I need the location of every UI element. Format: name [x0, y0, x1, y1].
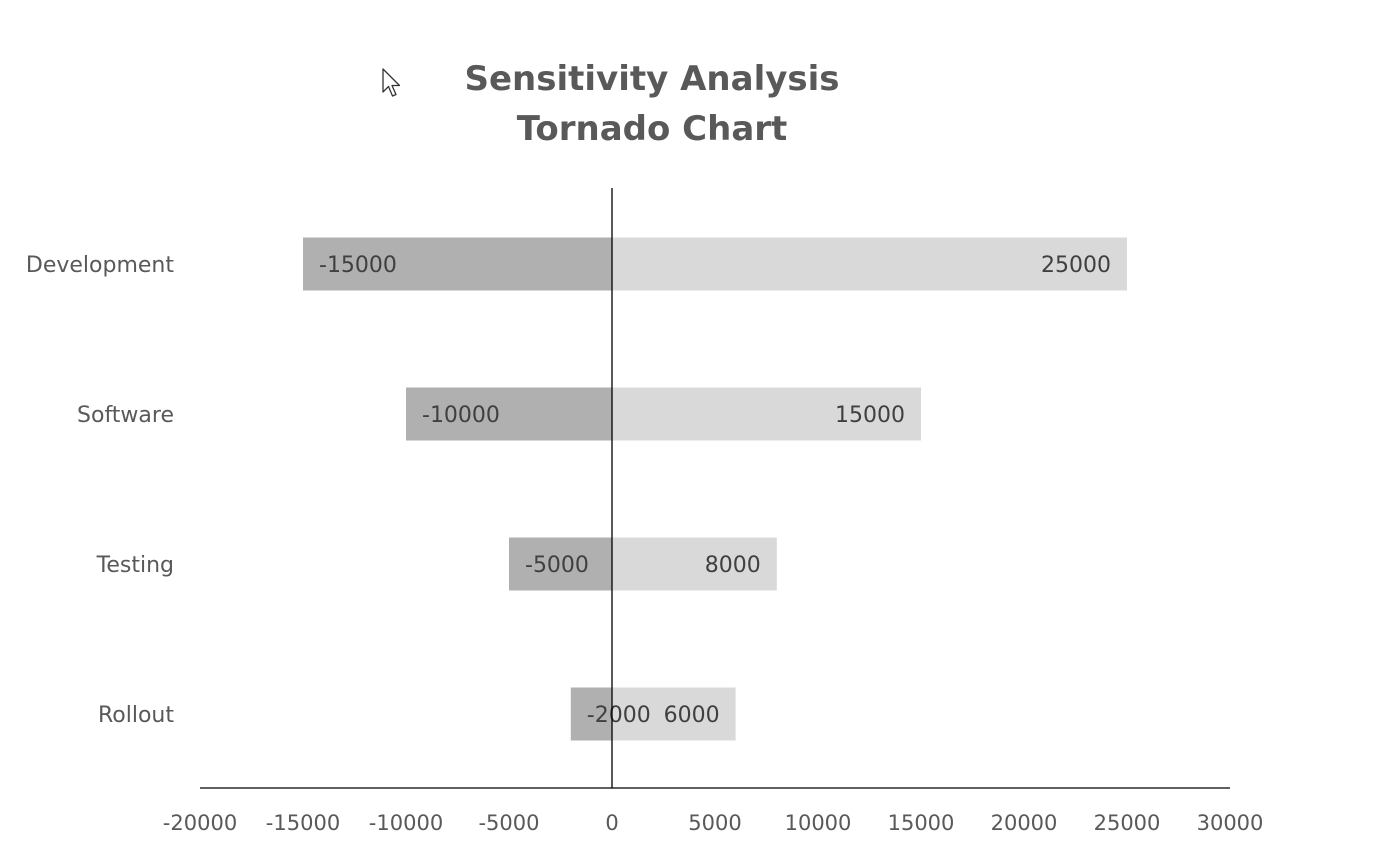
- bar-positive-rollout: [612, 687, 736, 741]
- x-tick-label: -5000: [478, 811, 539, 835]
- mouse-pointer-icon: [382, 68, 401, 97]
- x-tick-labels-layer: -20000 -15000 -10000 -5000 0 5000 10000 15000 20…: [163, 811, 1264, 835]
- data-label-negative-rollout: -2000: [587, 703, 651, 728]
- bar-positive-development: [612, 237, 1127, 291]
- chart-title: Sensitivity Analysis Tornado Chart: [464, 59, 839, 149]
- data-labels-layer: -15000 25000 -10000 15000 -5000 8000 -2000 6000: [319, 253, 1111, 728]
- axes-layer: [200, 188, 1230, 789]
- category-label-testing: Testing: [96, 553, 174, 578]
- chart-title-line-1: Sensitivity Analysis: [464, 59, 839, 99]
- x-tick-label: 30000: [1197, 811, 1264, 835]
- category-labels-layer: Development Software Testing Rollout: [26, 253, 174, 728]
- x-tick-label: 5000: [688, 811, 741, 835]
- data-label-negative-development: -15000: [319, 253, 397, 278]
- x-tick-label: -10000: [369, 811, 443, 835]
- data-label-positive-development: 25000: [1041, 253, 1111, 278]
- bar-negative-testing: [509, 537, 612, 591]
- category-label-software: Software: [77, 403, 174, 428]
- bar-negative-software: [406, 387, 612, 441]
- bar-positive-testing: [612, 537, 777, 591]
- data-label-negative-testing: -5000: [525, 553, 589, 578]
- x-tick-label: 20000: [991, 811, 1058, 835]
- chart-title-line-2: Tornado Chart: [517, 109, 788, 149]
- x-tick-label: -20000: [163, 811, 237, 835]
- category-label-development: Development: [26, 253, 174, 278]
- x-tick-label: 25000: [1094, 811, 1161, 835]
- x-tick-label: 10000: [785, 811, 852, 835]
- data-label-positive-software: 15000: [835, 403, 905, 428]
- x-tick-label: -15000: [266, 811, 340, 835]
- data-label-positive-rollout: 6000: [664, 703, 720, 728]
- bar-negative-rollout: [570, 687, 612, 741]
- data-label-negative-software: -10000: [422, 403, 500, 428]
- x-tick-label: 15000: [888, 811, 955, 835]
- bar-positive-software: [612, 387, 921, 441]
- category-label-rollout: Rollout: [98, 703, 174, 728]
- bars-layer: [303, 237, 1127, 741]
- bar-negative-development: [303, 237, 612, 291]
- x-tick-label: 0: [605, 811, 618, 835]
- data-label-positive-testing: 8000: [705, 553, 761, 578]
